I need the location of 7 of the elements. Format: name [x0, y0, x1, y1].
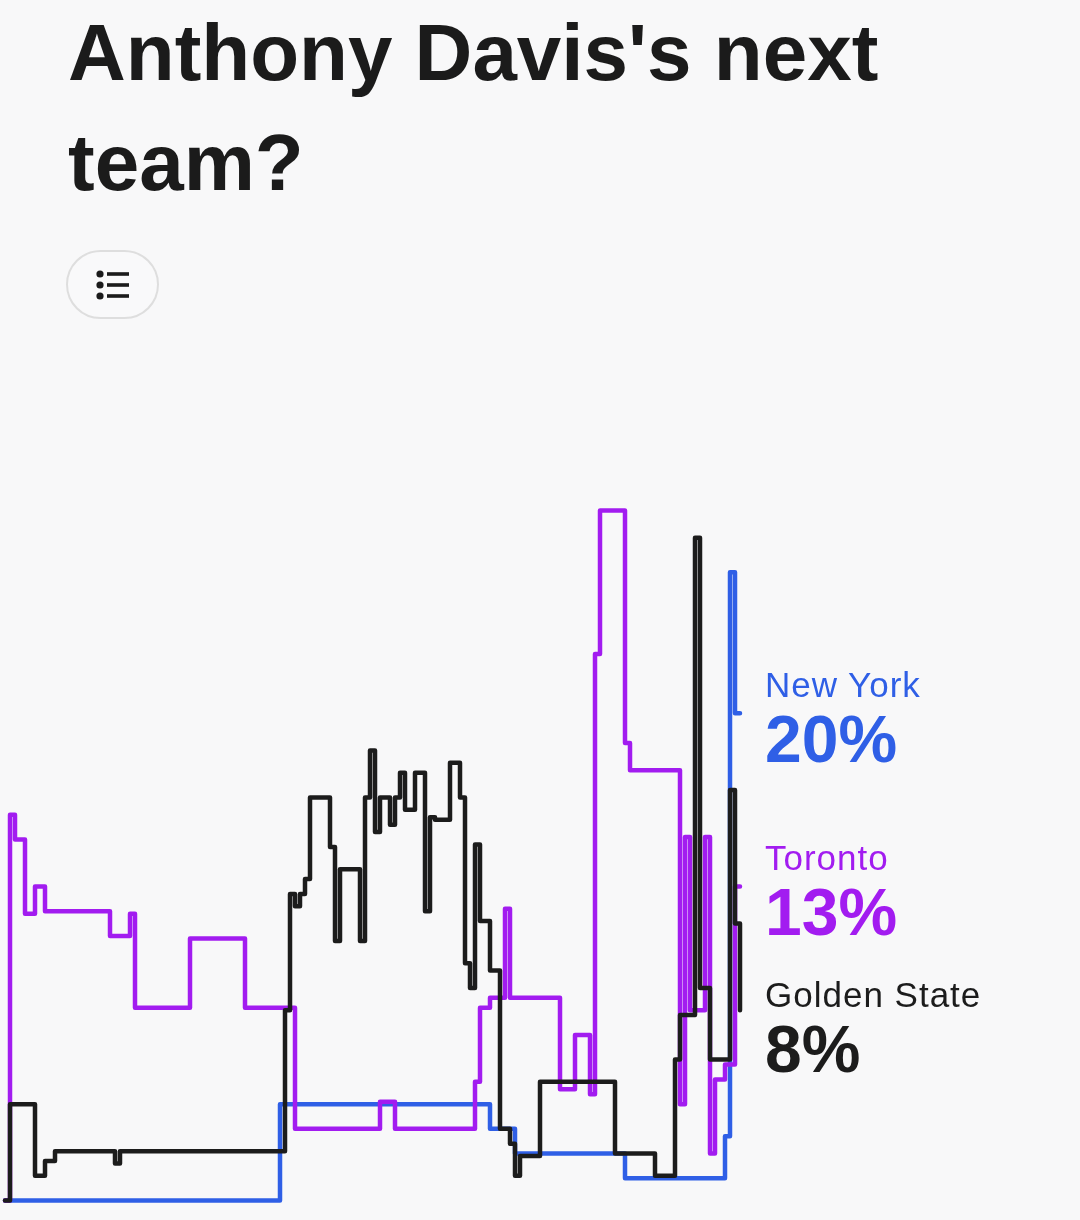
data-label: 13%: [765, 875, 898, 950]
data-label: 8%: [765, 1012, 861, 1087]
series-label: Toronto: [765, 838, 889, 878]
chart-title: Anthony Davis's next team?: [68, 8, 879, 207]
series-label: Golden State: [765, 975, 982, 1015]
data-label: 20%: [765, 702, 898, 777]
series-label: New York: [765, 665, 921, 705]
